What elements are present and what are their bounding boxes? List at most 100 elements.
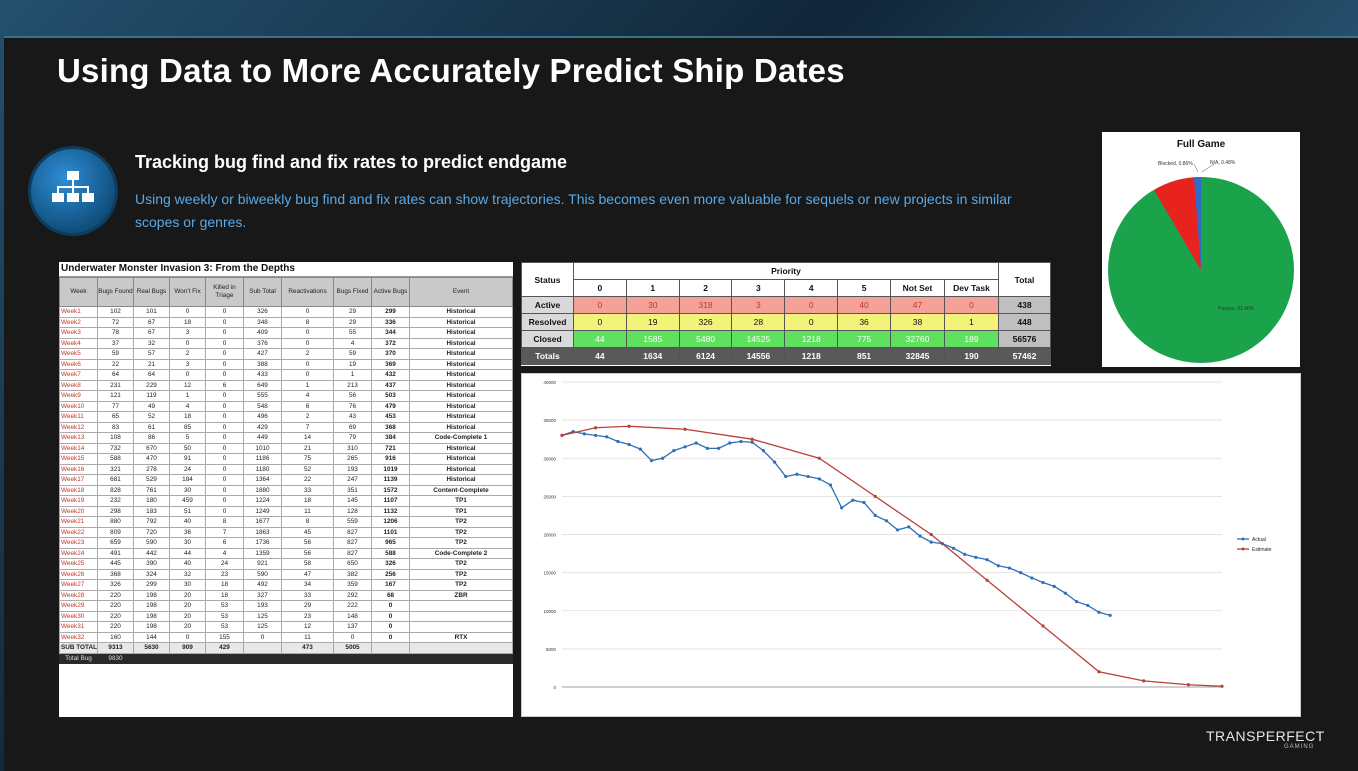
table-cell: 59 — [97, 348, 134, 360]
table-cell: 828 — [97, 484, 134, 496]
table-cell: 0 — [243, 631, 282, 643]
table-cell: Week6 — [59, 358, 98, 370]
table-cell: 56 — [281, 547, 334, 559]
data-point — [951, 546, 956, 550]
priority-body: Active 0 30 318 3 0 40 47 0 438 Resolved 0 19 326 28 0 3… — [521, 296, 1051, 365]
priority-cell: 326 — [678, 313, 733, 331]
series-line-actual — [561, 430, 1111, 616]
table-cell: 0 — [281, 337, 334, 349]
data-point — [1041, 624, 1045, 628]
status-header: Status — [521, 262, 574, 297]
table-cell: 3 — [169, 327, 206, 339]
table-cell: 85 — [169, 421, 206, 433]
table-cell: 372 — [371, 337, 410, 349]
table-cell: 49 — [133, 400, 170, 412]
table-cell: 368 — [371, 421, 410, 433]
data-point — [1097, 610, 1101, 614]
data-point — [750, 437, 754, 441]
table-cell: 231 — [97, 379, 134, 391]
table-cell: 1249 — [243, 505, 282, 517]
priority-row: Totals 44 1634 6124 14556 1218 851 32845 190 5746… — [521, 347, 1051, 365]
table-cell: 220 — [97, 621, 134, 633]
data-point — [1063, 591, 1067, 595]
table-cell: 0 — [281, 369, 334, 381]
bug-col-header: Sub Total — [243, 277, 282, 307]
data-point — [907, 525, 911, 529]
table-cell: 101 — [133, 306, 170, 318]
table-cell: 29 — [333, 306, 372, 318]
table-cell: 183 — [133, 505, 170, 517]
table-cell: 1206 — [371, 516, 410, 528]
table-cell: 128 — [333, 505, 372, 517]
table-cell: 368 — [97, 568, 134, 580]
table-cell: 0 — [205, 463, 244, 475]
table-cell: 0 — [281, 327, 334, 339]
priority-status: Totals — [521, 347, 574, 365]
table-cell: 0 — [205, 400, 244, 412]
table-cell: 232 — [97, 495, 134, 507]
table-cell: TP1 — [409, 505, 513, 517]
table-row: Week2 72 67 18 0 348 8 29 336 Historical — [59, 316, 513, 328]
table-cell: 449 — [243, 432, 282, 444]
priority-cell: 0 — [573, 296, 627, 314]
table-row: Week23 659 590 30 6 1736 56 827 965 TP2 — [59, 537, 513, 549]
table-cell: Week30 — [59, 610, 98, 622]
table-cell: Historical — [409, 379, 513, 391]
table-cell: 827 — [333, 547, 372, 559]
pie-label-na: N/A, 0.48% — [1210, 160, 1236, 166]
table-cell: 4 — [281, 390, 334, 402]
table-cell: 18 — [205, 579, 244, 591]
table-cell: 0 — [371, 610, 410, 622]
table-cell: 1224 — [243, 495, 282, 507]
priority-status: Resolved — [521, 313, 574, 331]
data-point — [1220, 684, 1224, 688]
table-cell: 193 — [243, 600, 282, 612]
table-cell: 429 — [243, 421, 282, 433]
bug-col-header: Reactivations — [281, 277, 334, 307]
pie-leader-line — [1201, 163, 1215, 173]
data-point — [638, 447, 642, 451]
data-point — [974, 555, 978, 559]
legend-label: Actual — [1252, 537, 1266, 543]
table-row: Week29 220 198 20 53 193 29 222 0 — [59, 600, 513, 612]
priority-cell: 30 — [625, 296, 680, 314]
table-row: Week11 65 52 18 0 496 2 43 453 Historical — [59, 411, 513, 423]
table-cell: 222 — [333, 600, 372, 612]
table-cell: 433 — [243, 369, 282, 381]
table-row: Week16 321 278 24 0 1180 52 193 1019 Historical — [59, 463, 513, 475]
table-cell: 0 — [205, 369, 244, 381]
table-cell: Week25 — [59, 558, 98, 570]
data-point — [996, 564, 1000, 568]
y-tick-label: 5000 — [546, 647, 557, 652]
data-point — [1052, 584, 1056, 588]
org-chart-icon — [31, 149, 115, 233]
table-cell: 47 — [281, 568, 334, 580]
data-point — [806, 474, 810, 479]
table-cell: 1677 — [243, 516, 282, 528]
table-cell: 21 — [133, 358, 170, 370]
data-point — [1086, 603, 1090, 608]
table-cell: 351 — [333, 484, 372, 496]
table-cell: 0 — [205, 411, 244, 423]
table-cell: 24 — [169, 463, 206, 475]
pie-title: Full Game — [1176, 139, 1226, 150]
table-cell: Week9 — [59, 390, 98, 402]
priority-cell: 14525 — [731, 330, 786, 348]
table-cell: 0 — [205, 390, 244, 402]
table-cell: 473 — [281, 642, 334, 654]
table-row: Week20 298 183 51 0 1249 11 128 1132 TP1 — [59, 505, 513, 517]
table-cell: 43 — [333, 411, 372, 423]
table-cell: 324 — [133, 568, 170, 580]
table-cell: 83 — [97, 421, 134, 433]
priority-cell: 40 — [837, 296, 891, 314]
table-cell: 8 — [281, 516, 334, 528]
table-cell: 336 — [371, 316, 410, 328]
table-cell: 6 — [205, 537, 244, 549]
y-tick-label: 10000 — [543, 609, 556, 614]
priority-columns: 0 1 2 3 4 5 Not Set Dev Task — [522, 279, 1051, 297]
data-point — [851, 498, 855, 502]
priority-total: 56576 — [998, 330, 1051, 348]
table-cell: TP2 — [409, 526, 513, 538]
table-cell: 1139 — [371, 474, 410, 486]
table-row: Week7 64 64 0 0 433 0 1 432 Historical — [59, 369, 513, 381]
